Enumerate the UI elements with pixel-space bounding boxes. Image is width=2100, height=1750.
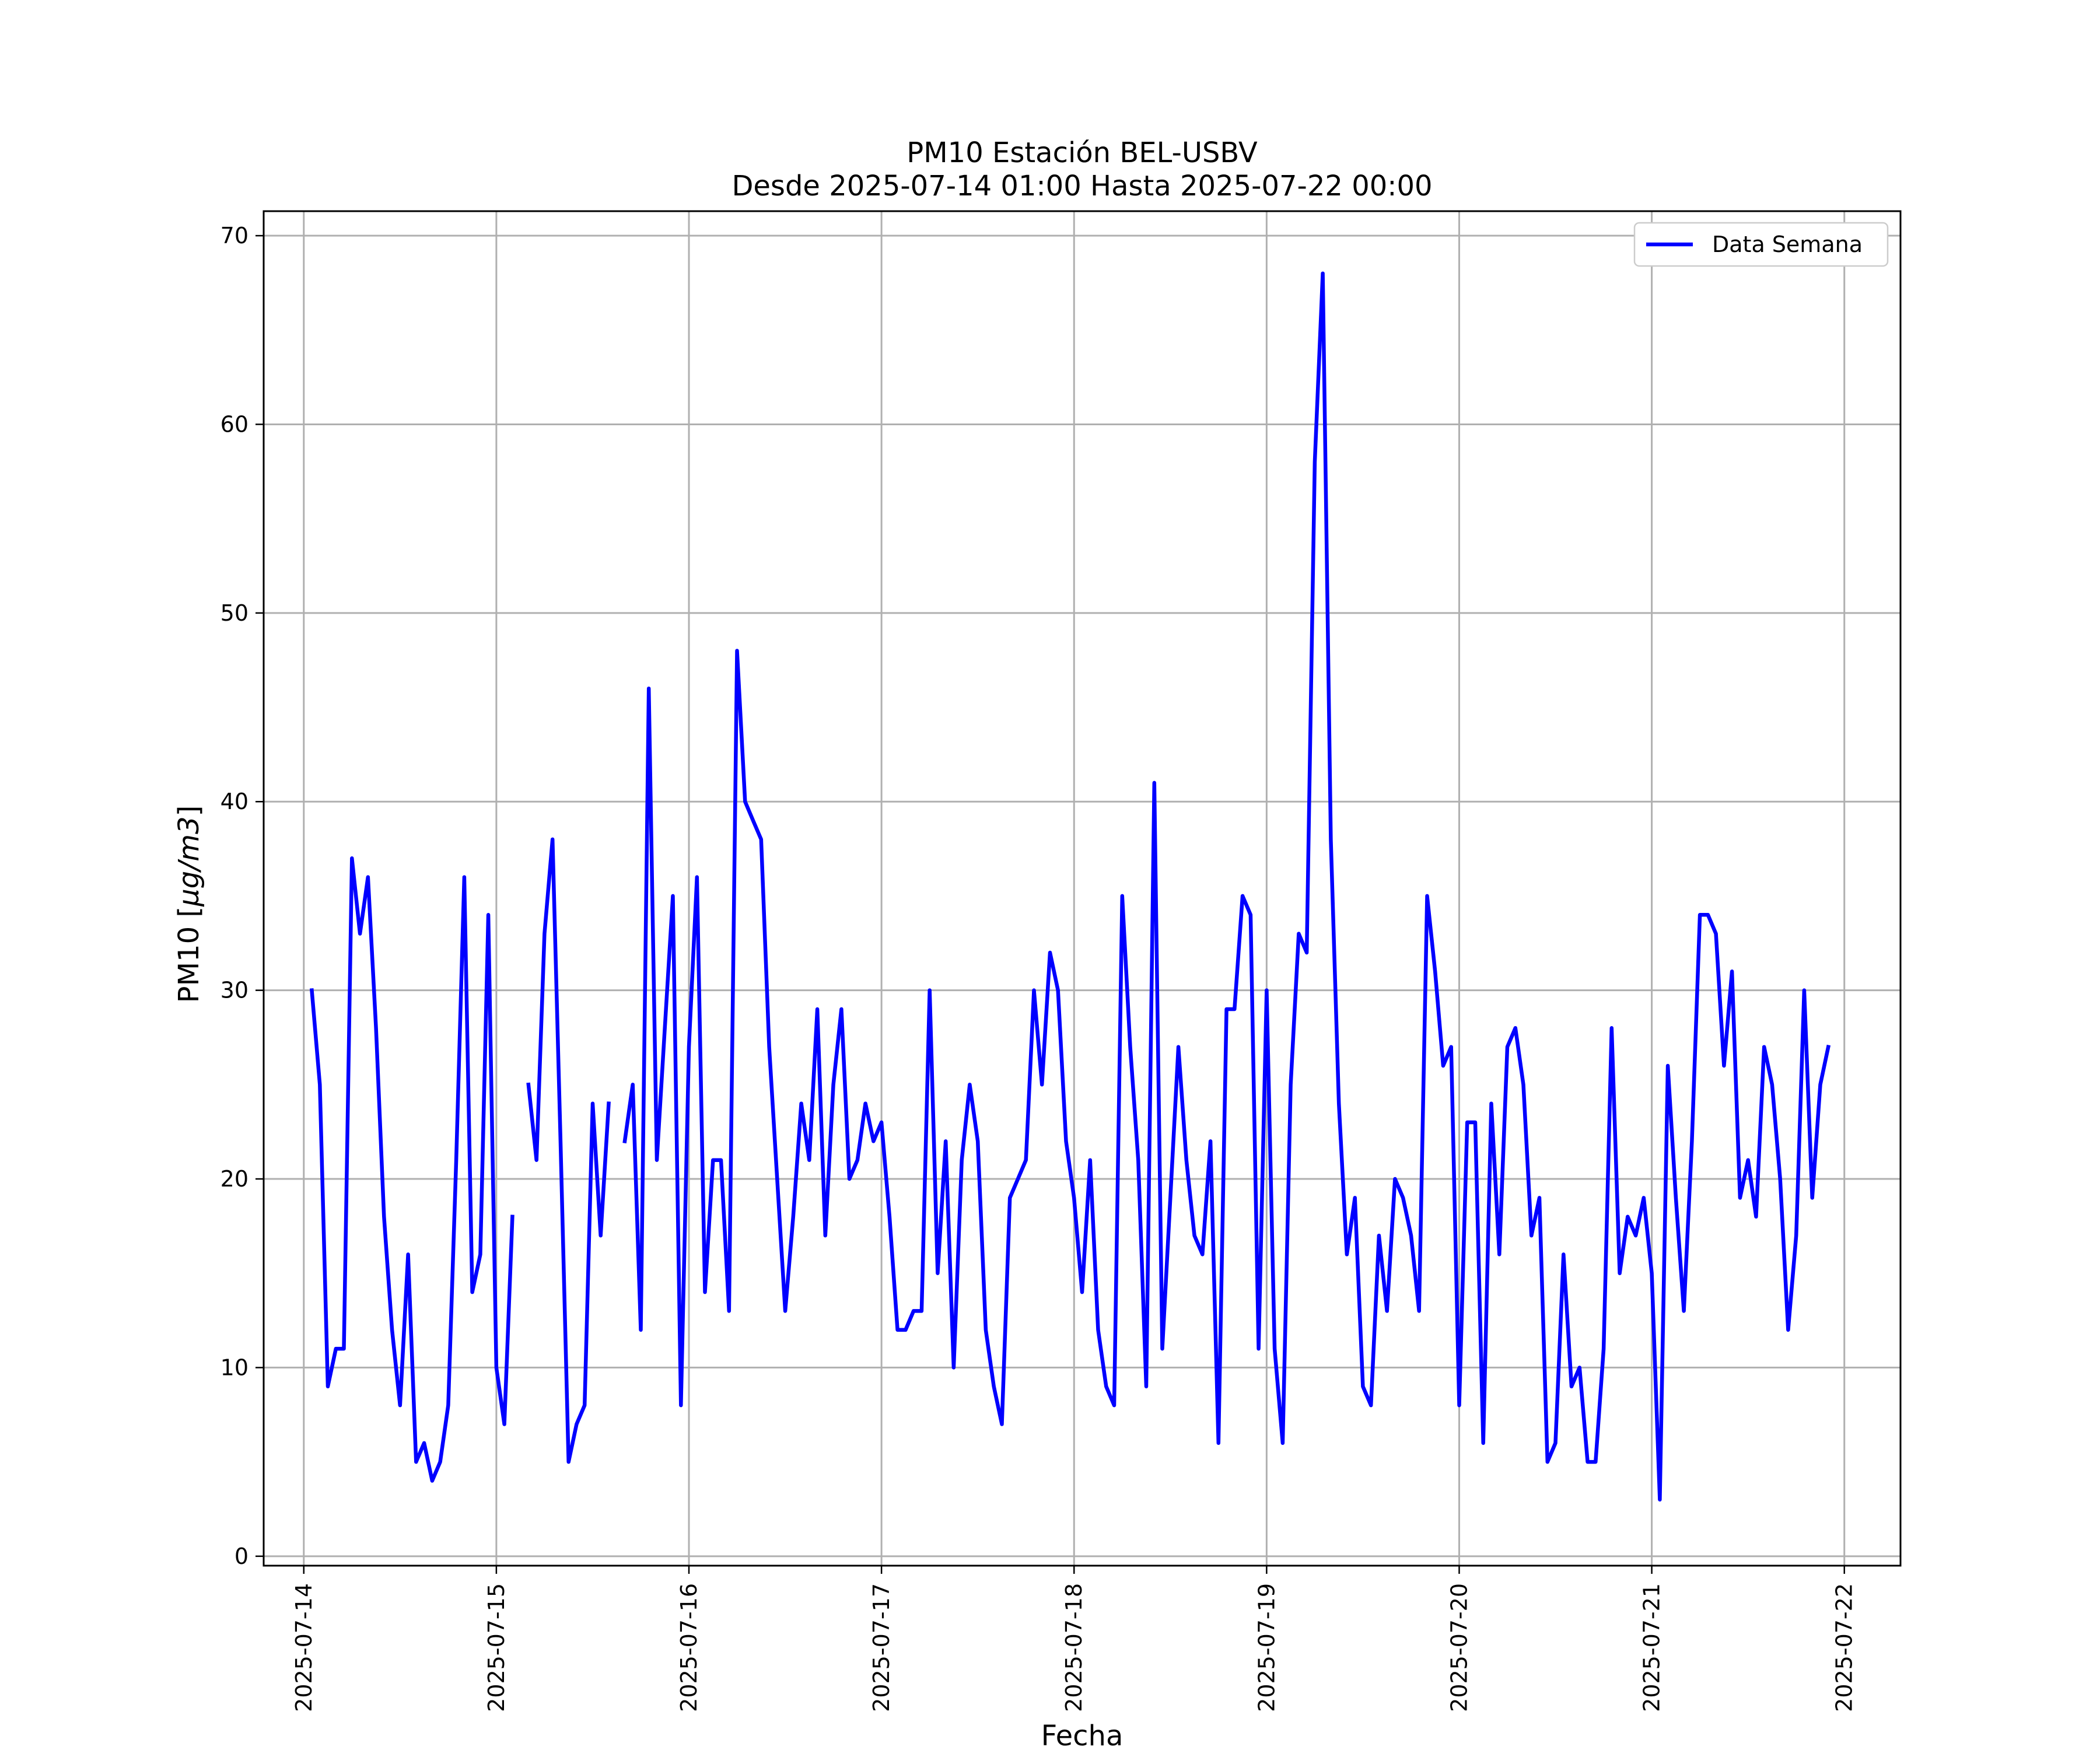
chart-title: PM10 Estación BEL-USBV [907,136,1258,169]
y-tick-label: 30 [220,978,249,1003]
legend: Data Semana [1633,222,1889,267]
x-tick-label: 2025-07-22 [1832,1583,1857,1712]
x-tick-label: 2025-07-18 [1061,1583,1087,1712]
y-tick-label: 0 [235,1544,249,1569]
y-tick-label: 60 [220,411,249,437]
x-tick-label: 2025-07-17 [869,1583,894,1712]
y-axis-label: PM10 [μg/m3] [173,806,205,1003]
y-tick-label: 50 [220,600,249,626]
grid-lines [264,211,1901,1566]
plot-frame [262,210,1902,1567]
axes: 2025-07-14 2025-07-15 2025-07-16 2025-07-17… [220,210,1902,1712]
x-tick-label: 2025-07-16 [676,1583,702,1712]
x-tick-label: 2025-07-15 [484,1583,509,1712]
legend-box [1633,222,1889,267]
legend-label-data-semana: Data Semana [1712,232,1863,257]
series-line-data-semana [622,271,1831,1502]
series-line-data-semana [309,856,514,1483]
series-group [309,271,1831,1502]
series-line-data-semana [526,837,611,1464]
y-tick-label: 40 [220,789,249,814]
x-tick-label: 2025-07-19 [1254,1583,1279,1712]
chart-subtitle: Desde 2025-07-14 01:00 Hasta 2025-07-22 … [732,170,1432,202]
y-tick-label: 70 [220,223,249,249]
x-tick-label: 2025-07-21 [1639,1583,1665,1712]
y-tick-label: 20 [220,1166,249,1192]
y-tick-label: 10 [220,1354,249,1380]
x-tick-label: 2025-07-20 [1446,1583,1472,1712]
x-axis-label: Fecha [1041,1720,1124,1750]
x-tick-label: 2025-07-14 [291,1583,317,1712]
